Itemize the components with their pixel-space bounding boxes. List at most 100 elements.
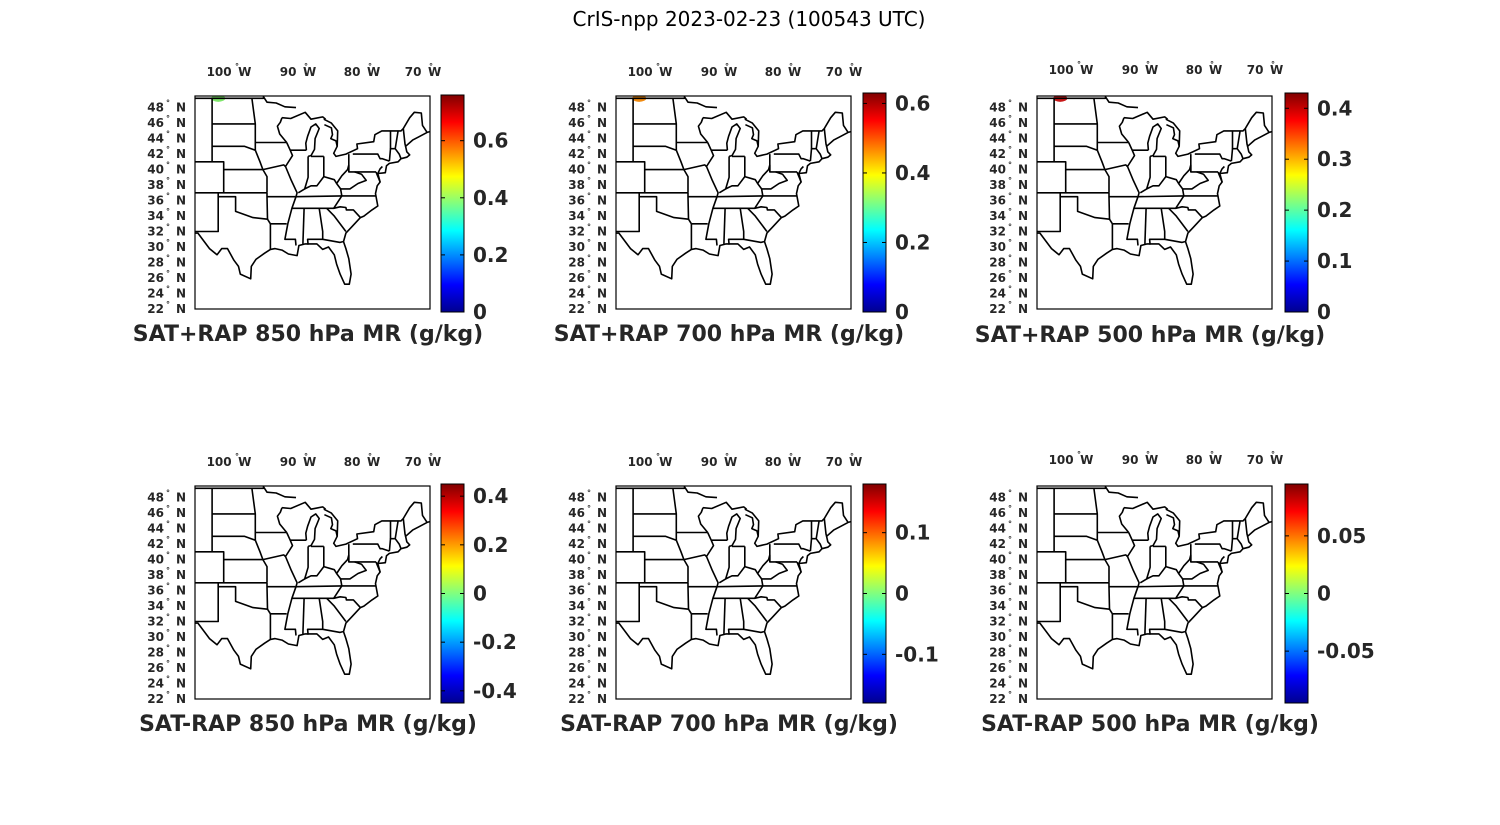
lat-tick-label: 34 N	[568, 599, 607, 613]
state-boundary	[1118, 507, 1130, 534]
state-boundary	[1126, 142, 1140, 246]
state-boundary	[326, 597, 347, 622]
degree-mark: °	[587, 690, 591, 699]
lat-tick-label: 30 N	[568, 630, 607, 644]
state-boundary	[1175, 195, 1185, 209]
state-boundary	[727, 208, 745, 245]
lat-tick-label: 34 N	[147, 209, 186, 223]
degree-mark: °	[1008, 223, 1012, 232]
lat-tick-label: 22 N	[568, 302, 607, 316]
state-boundary	[769, 544, 797, 563]
lat-tick-label: 26 N	[147, 271, 186, 285]
state-boundary	[281, 111, 327, 120]
state-boundary	[717, 195, 797, 198]
lat-tick-label: 46 N	[568, 116, 607, 130]
coastline	[195, 130, 430, 285]
state-boundaries	[1037, 96, 1272, 285]
state-boundary	[262, 559, 268, 583]
degree-mark: °	[1146, 450, 1150, 459]
degree-mark: °	[1008, 675, 1012, 684]
state-boundary	[375, 561, 381, 573]
state-boundary	[773, 543, 811, 552]
degree-mark: °	[166, 238, 170, 247]
state-boundary	[304, 175, 343, 197]
lat-tick-label: 48 N	[147, 101, 186, 115]
lat-tick-label: 32 N	[568, 225, 607, 239]
state-boundary	[717, 585, 797, 588]
lon-tick-label: 80 W	[765, 455, 802, 469]
lat-tick-label: 42 N	[989, 147, 1028, 161]
lat-tick-label: 30 N	[989, 240, 1028, 254]
lat-tick-label: 38 N	[989, 178, 1028, 192]
state-boundary	[305, 513, 320, 548]
state-boundary	[333, 195, 343, 209]
state-boundary	[306, 598, 324, 635]
degree-mark: °	[1008, 644, 1012, 653]
lat-tick-label: 38 N	[568, 568, 607, 582]
state-boundary	[1104, 169, 1110, 193]
state-boundary	[302, 208, 305, 244]
lat-tick-label: 30 N	[989, 630, 1028, 644]
state-boundary	[217, 192, 272, 225]
degree-mark: °	[166, 566, 170, 575]
state-boundary	[1144, 598, 1147, 634]
state-boundary	[747, 597, 768, 622]
lat-tick-label: 36 N	[147, 194, 186, 208]
map-frame	[194, 485, 431, 700]
state-boundary	[718, 156, 730, 194]
degree-mark: °	[789, 62, 793, 71]
lat-tick-label: 48 N	[568, 491, 607, 505]
state-boundary	[394, 130, 399, 149]
lat-tick-label: 48 N	[568, 101, 607, 115]
state-boundaries	[195, 486, 430, 675]
state-boundary	[375, 171, 381, 183]
degree-mark: °	[304, 452, 308, 461]
colorbar-tick-label: 0.05	[1317, 524, 1366, 548]
state-boundaries	[1037, 486, 1272, 675]
state-boundary	[1139, 156, 1151, 194]
state-boundary	[1037, 96, 1139, 109]
lat-tick-label: 24 N	[147, 287, 186, 301]
degree-mark: °	[166, 114, 170, 123]
state-boundary	[672, 488, 678, 541]
lon-tick-label: 90 W	[280, 455, 317, 469]
state-boundary	[1190, 544, 1218, 563]
state-boundary	[335, 554, 350, 574]
state-boundary	[402, 518, 407, 537]
lat-tick-label: 38 N	[568, 178, 607, 192]
degree-mark: °	[429, 62, 433, 71]
state-boundary	[638, 582, 693, 615]
state-boundary	[1166, 123, 1180, 147]
state-boundary	[1236, 520, 1241, 539]
state-boundary	[754, 195, 764, 209]
state-boundary	[705, 532, 719, 636]
state-boundary	[633, 535, 677, 541]
lon-tick-label: 70 W	[1247, 453, 1284, 467]
state-boundary	[1118, 117, 1130, 144]
lat-tick-label: 36 N	[568, 194, 607, 208]
state-boundary	[402, 128, 407, 147]
degree-mark: °	[368, 62, 372, 71]
degree-mark: °	[587, 161, 591, 170]
lat-tick-label: 34 N	[989, 209, 1028, 223]
degree-mark: °	[587, 551, 591, 560]
degree-mark: °	[166, 690, 170, 699]
degree-mark: °	[166, 130, 170, 139]
state-boundary	[697, 507, 709, 534]
map-panel: 100 W° 90 W° 80 W° 70 W°48 N°46 N°44 N°42 N…	[139, 452, 517, 737]
state-boundary	[744, 501, 849, 548]
lon-tick-label: 90 W	[280, 65, 317, 79]
degree-mark: °	[166, 504, 170, 513]
state-boundary	[195, 196, 219, 233]
state-boundary	[1096, 149, 1106, 170]
lat-tick-label: 22 N	[989, 302, 1028, 316]
state-boundary	[284, 532, 298, 636]
lat-tick-label: 24 N	[989, 287, 1028, 301]
colorbar-tick-label: -0.4	[473, 679, 517, 703]
state-boundary	[306, 208, 324, 245]
state-boundary	[1054, 535, 1098, 541]
state-boundary	[388, 537, 402, 552]
colorbar-tick-label: 0	[1317, 300, 1331, 324]
degree-mark: °	[166, 489, 170, 498]
colorbar	[1284, 92, 1309, 313]
